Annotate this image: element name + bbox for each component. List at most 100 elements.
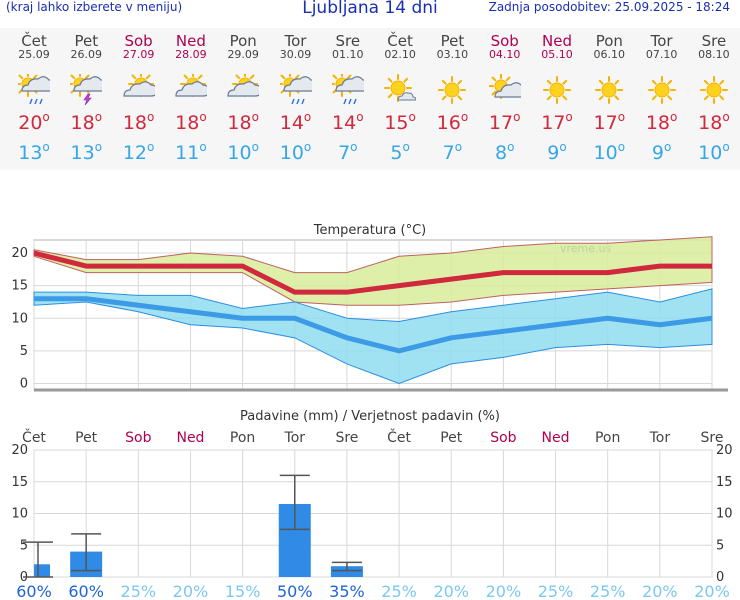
day-date: 04.10: [488, 48, 521, 61]
partly-cloudy-icon: [227, 71, 262, 106]
precipitation-probability: 20%: [486, 582, 522, 600]
max-temperature: 18o: [227, 110, 259, 134]
min-temperature: 9o: [547, 140, 567, 164]
day-name: Čet: [387, 32, 413, 50]
sun-icon: [646, 74, 678, 106]
page-title: Ljubljana 14 dni: [302, 0, 438, 18]
partly-cloudy-rain-icon: [328, 71, 370, 106]
day-date: 02.10: [384, 48, 416, 61]
precipitation-error-bar: [331, 561, 362, 572]
min-temperature-value: 5: [390, 142, 403, 164]
min-temperature-value: 9: [651, 142, 664, 164]
precipitation-probability: 25%: [381, 582, 417, 600]
min-temperature: 7o: [338, 140, 358, 164]
max-temperature-value: 18: [70, 112, 95, 134]
x-tick-label: Tor: [649, 430, 671, 446]
day-date: 26.09: [70, 48, 103, 61]
x-tick-label: Čet: [22, 428, 46, 446]
y-tick-label-left: 5: [20, 538, 28, 553]
day-name: Tor: [650, 32, 673, 50]
region-menu-hint[interactable]: (kraj lahko izberete v meniju): [6, 0, 183, 14]
min-temperature-value: 10: [593, 142, 618, 164]
x-tick-label: Pet: [75, 430, 98, 446]
precipitation-probability: 25%: [121, 582, 157, 600]
precipitation-probability: 15%: [225, 582, 261, 600]
max-temperature-value: 18: [698, 112, 723, 134]
min-temperature-value: 13: [18, 142, 43, 164]
max-temperature: 18o: [175, 110, 207, 134]
forecast-day: Pon 29.09 18o 10o: [217, 28, 269, 170]
x-tick-label: Pet: [440, 430, 463, 446]
x-tick-label: Ned: [542, 430, 570, 446]
max-temperature: 18o: [645, 110, 678, 134]
max-temperature-value: 17: [488, 112, 514, 134]
max-temperature: 17o: [593, 110, 626, 134]
day-name: Pet: [440, 32, 465, 50]
min-temperature-value: 11: [175, 142, 200, 164]
precipitation-bar: [34, 564, 50, 577]
precipitation-chart-title: Padavine (mm) / Verjetnost padavin (%): [240, 409, 500, 424]
max-temperature-value: 18: [645, 112, 671, 134]
min-temperature-line: [34, 296, 713, 354]
max-temperature: 14o: [279, 110, 312, 134]
max-temperature-range: [33, 236, 713, 306]
max-temperature-line: [33, 250, 712, 295]
forecast-day: Pon 06.10 17o 10o: [583, 28, 635, 170]
forecast-day: Sob 04.10 17o 8o: [479, 28, 531, 170]
max-temperature-value: 17: [593, 112, 618, 134]
max-temperature-value: 18: [122, 112, 148, 134]
day-date: 25.09: [18, 48, 50, 61]
min-temperature: 10o: [227, 140, 259, 164]
sun-cloud-icon: [487, 73, 529, 106]
y-tick-label-left: 20: [11, 443, 28, 458]
precipitation-bar: [330, 566, 363, 577]
x-tick-label: Pon: [230, 430, 255, 446]
y-tick-label-left: 15: [11, 475, 28, 490]
day-name: Pon: [229, 32, 257, 50]
min-temperature: 8o: [494, 140, 515, 164]
min-temperature: 11o: [175, 140, 207, 164]
max-temperature: 17o: [541, 110, 573, 134]
y-tick-label: 15: [11, 279, 28, 294]
sun-icon: [593, 74, 625, 106]
x-tick-label: Sob: [125, 430, 151, 446]
forecast-day: Tor 07.10 18o 9o: [636, 28, 688, 170]
day-name: Pet: [74, 32, 99, 50]
y-tick-label: 5: [20, 344, 28, 359]
y-tick-label-right: 10: [716, 507, 733, 522]
forecast-day: Tor 30.09 14o 10o: [270, 28, 322, 170]
x-tick-label: Sre: [335, 430, 358, 446]
sun-small-cloud-icon: [384, 74, 417, 106]
y-tick-label-right: 5: [716, 538, 724, 553]
max-temperature-value: 14: [279, 112, 304, 134]
max-temperature: 15o: [384, 110, 416, 134]
day-name: Ned: [175, 32, 206, 50]
x-tick-label: Čet: [387, 428, 411, 446]
min-temperature: 10o: [279, 140, 312, 164]
max-temperature: 16o: [436, 110, 469, 134]
day-date: 07.10: [645, 48, 678, 61]
forecast-day: Sre 01.10 14o 7o: [322, 28, 374, 170]
max-temperature: 18o: [698, 110, 730, 134]
y-tick-label: 10: [11, 311, 28, 326]
sun-icon: [436, 74, 468, 106]
max-temperature-value: 18: [175, 112, 200, 134]
min-temperature: 5o: [390, 140, 410, 164]
day-date: 28.09: [175, 48, 207, 61]
min-temperature: 13o: [18, 140, 50, 164]
precipitation-probability: 20%: [694, 582, 730, 600]
min-temperature-value: 13: [70, 142, 95, 164]
max-temperature-value: 14: [332, 112, 357, 134]
y-tick-label-right: 20: [716, 443, 733, 458]
x-tick-label: Sob: [490, 430, 516, 446]
last-updated: Zadnja posodobitev: 25.09.2025 - 18:24: [488, 0, 730, 14]
partly-cloudy-rain-icon: [15, 71, 56, 106]
forecast-day: Sre 08.10 18o 10o: [688, 28, 740, 170]
forecast-day: Ned 05.10 17o 9o: [531, 28, 583, 170]
partly-cloudy-rain-icon: [276, 71, 318, 106]
precipitation-chart: Padavine (mm) / Verjetnost padavin (%) Če…: [11, 409, 733, 600]
min-temperature-value: 8: [494, 142, 508, 164]
precipitation-error-bar: [71, 533, 102, 572]
day-date: 05.10: [541, 48, 573, 61]
max-temperature-value: 15: [384, 112, 409, 134]
